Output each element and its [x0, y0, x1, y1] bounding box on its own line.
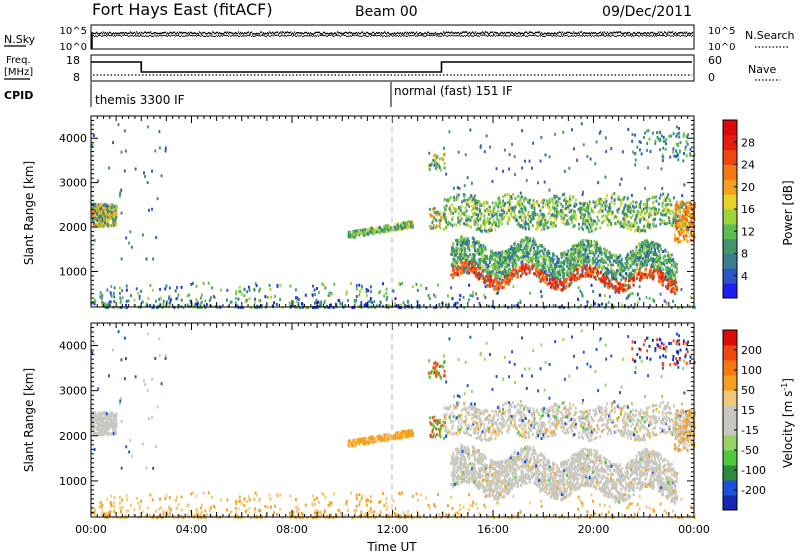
nave-tick-bottom: 0: [708, 71, 715, 84]
time-axis-label: Time UT: [366, 540, 417, 554]
velocity-colorbar-tick: 100: [741, 364, 762, 377]
y-tick-label: 4000: [59, 340, 87, 353]
freq-unit-label: [MHz]: [4, 67, 33, 78]
nsky-tick-bottom: 10^0: [60, 42, 87, 53]
velocity-colorbar-tick: -50: [741, 444, 759, 457]
power-heatmap: [91, 122, 696, 310]
velocity-colorbar-cell: [723, 360, 737, 376]
velocity-colorbar-cell: [723, 345, 737, 361]
power-colorbar-tick: 20: [741, 181, 755, 194]
station-title: Fort Hays East (fitACF): [92, 0, 273, 19]
beam-label: Beam 00: [355, 4, 418, 20]
freq-panel: Freq. [MHz] 18 8 60 0 Nave: [4, 54, 780, 84]
power-ylabel: Slant Range [km]: [22, 161, 36, 265]
velocity-colorbar-cell: [723, 390, 737, 406]
nsky-tick-top: 10^5: [60, 26, 87, 37]
power-colorbar-cell: [723, 120, 737, 136]
velocity-colorbar-tick: 15: [741, 404, 755, 417]
velocity-colorbar-cell: [723, 450, 737, 466]
nave-tick-top: 60: [708, 54, 722, 67]
time-tick-label: 20:00: [578, 523, 610, 536]
cpid-segment-themis: themis 3300 IF: [95, 93, 185, 107]
power-colorbar-cell: [723, 209, 737, 225]
power-colorbar-cell: [723, 164, 737, 180]
power-panel: 1000 2000 3000 4000 Slant Range [km] 4 8 12 16…: [22, 115, 795, 310]
power-colorbar-cell: [723, 268, 737, 284]
nsky-series: [93, 31, 694, 35]
power-colorbar-cell: [723, 283, 737, 299]
power-colorbar-tick: 4: [741, 270, 748, 283]
y-tick-label: 2000: [59, 221, 87, 234]
cpid-label: CPID: [4, 89, 33, 102]
velocity-colorbar-tick: -100: [741, 464, 766, 477]
power-colorbar-cell: [723, 179, 737, 195]
velocity-colorbar-cell: [723, 420, 737, 436]
velocity-cbar-label-main: Velocity [m s: [781, 391, 795, 468]
cpid-segment-normal: normal (fast) 151 IF: [394, 84, 513, 98]
velocity-panel: 1000 2000 3000 4000 00:00 04:00 08:00 12:00 16:0…: [22, 322, 795, 554]
time-tick-label: 12:00: [377, 523, 409, 536]
velocity-colorbar-cell: [723, 375, 737, 391]
nsky-label: N.Sky: [4, 33, 36, 46]
y-tick-label: 4000: [59, 132, 87, 145]
nsearch-series: [93, 34, 693, 37]
velocity-colorbar-cell: [723, 330, 737, 346]
power-colorbar-cell: [723, 238, 737, 254]
velocity-heatmap: [91, 329, 696, 520]
y-tick-label: 3000: [59, 385, 87, 398]
time-tick-label: 04:00: [176, 523, 208, 536]
velocity-colorbar-cell: [723, 480, 737, 496]
velocity-colorbar-cell: [723, 465, 737, 481]
power-colorbar-tick: 24: [741, 159, 755, 172]
nsearch-label: N.Search: [745, 29, 795, 42]
power-colorbar-tick: 12: [741, 225, 755, 238]
date-label: 09/Dec/2011: [602, 4, 692, 20]
velocity-colorbar-cell: [723, 495, 737, 511]
cpid-panel: CPID themis 3300 IF normal (fast) 151 IF: [4, 82, 513, 107]
velocity-cbar-label: Velocity [m s-1]: [780, 378, 795, 468]
nsky-right-tick-bottom: 10^0: [708, 42, 735, 53]
power-cbar-label: Power [dB]: [781, 180, 795, 245]
time-tick-label: 16:00: [477, 523, 509, 536]
time-tick-label: 08:00: [276, 523, 308, 536]
power-colorbar-cell: [723, 134, 737, 151]
power-colorbar-tick: 28: [741, 136, 755, 149]
freq-label: Freq.: [6, 55, 31, 66]
freq-series: [91, 61, 692, 73]
y-tick-label: 3000: [59, 177, 87, 190]
velocity-colorbar-cell: [723, 405, 737, 421]
time-tick-label: 00:00: [75, 523, 107, 536]
power-colorbar-cell: [723, 253, 737, 269]
velocity-colorbar-tick: 50: [741, 384, 755, 397]
power-colorbar-cell: [723, 194, 737, 210]
velocity-colorbar-tick: -200: [741, 484, 766, 497]
velocity-colorbar-cell: [723, 435, 737, 451]
y-tick-label: 2000: [59, 430, 87, 443]
freq-tick-bottom: 8: [73, 71, 80, 84]
power-colorbar-tick: 16: [741, 203, 755, 216]
nsky-panel: N.Sky 10^5 10^0 10^5 10^0 N.Search: [4, 24, 795, 53]
nave-label: Nave: [748, 63, 776, 76]
power-colorbar-cell: [723, 149, 737, 165]
velocity-ylabel: Slant Range [km]: [22, 368, 36, 472]
velocity-colorbar-tick: -15: [741, 424, 759, 437]
freq-tick-top: 18: [66, 54, 80, 67]
nsky-right-tick-top: 10^5: [708, 26, 735, 37]
y-tick-label: 1000: [59, 265, 87, 278]
power-colorbar-tick: 8: [741, 248, 748, 261]
velocity-colorbar-tick: 200: [741, 344, 762, 357]
velocity-cbar-label-end: ]: [781, 378, 795, 383]
velocity-cbar-label-sup: -1: [780, 383, 789, 391]
time-tick-label: 00:00: [678, 523, 710, 536]
power-colorbar-cell: [723, 223, 737, 240]
y-tick-label: 1000: [59, 475, 87, 488]
